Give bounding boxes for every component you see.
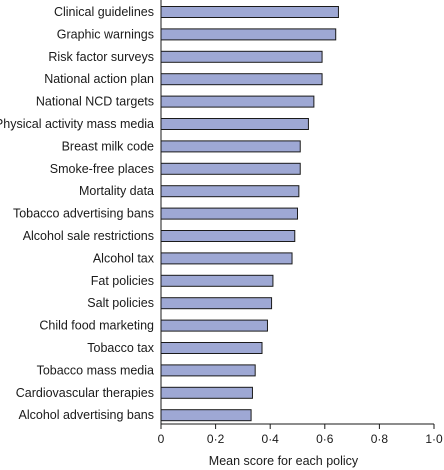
x-tick-label-4: 0·8	[371, 432, 389, 446]
category-label-2: Risk factor surveys	[48, 50, 154, 64]
bars-group	[160, 6, 339, 422]
bar-14	[160, 319, 268, 332]
category-label-10: Alcohol sale restrictions	[23, 229, 154, 243]
category-label-17: Cardiovascular therapies	[16, 386, 154, 400]
x-tick-label-5: 1·0	[425, 432, 443, 446]
bar-3	[160, 73, 323, 86]
bar-13	[160, 297, 273, 310]
x-tick-label-2: 0·4	[262, 432, 280, 446]
category-label-18: Alcohol advertising bans	[19, 408, 155, 422]
category-label-5: Physical activity mass media	[0, 117, 154, 131]
bar-9	[160, 207, 298, 220]
category-label-9: Tobacco advertising bans	[13, 207, 154, 221]
category-label-15: Tobacco tax	[87, 341, 154, 355]
bar-16	[160, 364, 256, 377]
category-label-12: Fat policies	[91, 274, 154, 288]
x-tick-label-1: 0·2	[207, 432, 225, 446]
bar-18	[160, 409, 252, 422]
category-label-3: National action plan	[44, 72, 154, 86]
bar-17	[160, 386, 253, 399]
category-label-13: Salt policies	[87, 296, 154, 310]
bar-7	[160, 162, 301, 175]
category-label-8: Mortality data	[79, 184, 154, 198]
x-ticks-group: 0 0·2 0·4 0·6 0·8 1·0	[158, 424, 443, 446]
bar-10	[160, 230, 296, 242]
bar-2	[160, 50, 323, 63]
bar-1	[160, 28, 337, 41]
bar-4	[160, 95, 315, 108]
category-label-6: Breast milk code	[62, 139, 154, 153]
category-label-4: National NCD targets	[36, 95, 154, 109]
bar-6	[160, 140, 301, 153]
category-label-14: Child food marketing	[39, 319, 154, 333]
bar-5	[160, 118, 309, 130]
category-label-16: Tobacco mass media	[37, 363, 154, 377]
x-axis-title: Mean score for each policy	[209, 454, 359, 468]
bar-0	[160, 6, 339, 18]
category-label-11: Alcohol tax	[93, 251, 155, 265]
x-tick-label-0: 0	[158, 432, 165, 446]
category-labels-group: Clinical guidelines Graphic warnings Risk …	[0, 5, 155, 422]
category-label-0: Clinical guidelines	[54, 5, 154, 19]
x-tick-label-3: 0·6	[316, 432, 334, 446]
bar-12	[160, 274, 274, 287]
category-label-7: Smoke-free places	[50, 162, 154, 176]
bar-11	[160, 252, 293, 265]
category-label-1: Graphic warnings	[57, 27, 154, 41]
bar-15	[160, 342, 263, 354]
bar-8	[160, 185, 300, 198]
